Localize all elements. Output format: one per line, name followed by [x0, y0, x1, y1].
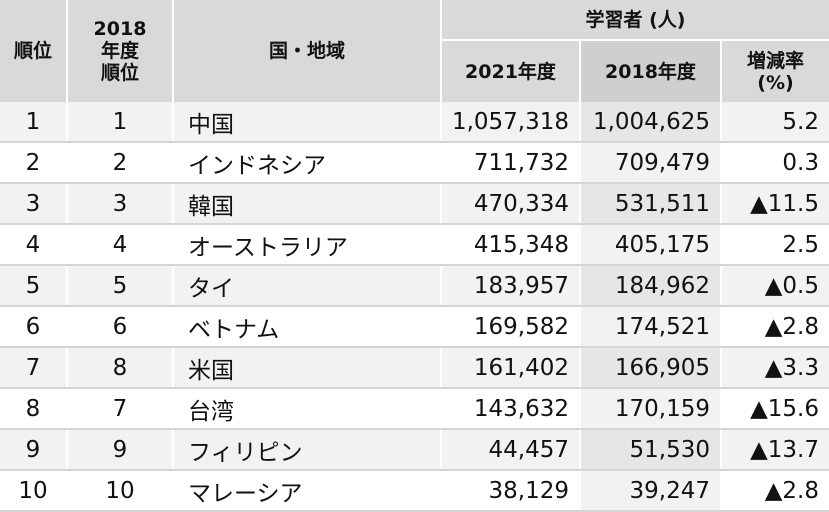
cell-learners-2021: 470,334	[440, 183, 580, 225]
table-row: 5 5 タイ 183,957 184,962 ▲0.5	[0, 265, 829, 307]
cell-learners-2021: 38,129	[440, 470, 580, 512]
cell-rank-2018: 10	[66, 470, 173, 512]
cell-rank: 10	[0, 470, 67, 512]
header-rank-2018: 2018 年度 順位	[66, 0, 173, 102]
cell-learners-2021: 415,348	[440, 224, 580, 266]
table-row: 10 10 マレーシア 38,129 39,247 ▲2.8	[0, 470, 829, 512]
cell-country: タイ	[172, 265, 441, 307]
cell-rank-2018: 2	[66, 142, 173, 184]
cell-learners-2021: 183,957	[440, 265, 580, 307]
cell-learners-2018: 51,530	[579, 429, 721, 471]
cell-rank-2018: 7	[66, 388, 173, 430]
cell-rank: 7	[0, 347, 67, 389]
cell-learners-2021: 44,457	[440, 429, 580, 471]
cell-rank-2018: 8	[66, 347, 173, 389]
cell-country: 米国	[172, 347, 441, 389]
cell-rank: 8	[0, 388, 67, 430]
cell-learners-2021: 161,402	[440, 347, 580, 389]
cell-learners-2021: 1,057,318	[440, 102, 580, 143]
header-rank-2018-line1: 2018	[93, 18, 147, 40]
header-year-2018: 2018年度	[579, 40, 721, 102]
cell-learners-2018: 170,159	[579, 388, 721, 430]
table-row: 2 2 インドネシア 711,732 709,479 0.3	[0, 142, 829, 184]
table-row: 4 4 オーストラリア 415,348 405,175 2.5	[0, 224, 829, 266]
header-change: 増減率 (%)	[720, 40, 829, 102]
cell-learners-2018: 174,521	[579, 306, 721, 348]
cell-rank: 1	[0, 102, 67, 143]
cell-learners-2018: 531,511	[579, 183, 721, 225]
header-country: 国・地域	[172, 0, 441, 102]
cell-learners-2018: 405,175	[579, 224, 721, 266]
cell-country: 台湾	[172, 388, 441, 430]
table-header: 順位 2018 年度 順位 国・地域 学習者 (人) 2021年度 2018年度…	[0, 0, 829, 102]
cell-rank-2018: 5	[66, 265, 173, 307]
cell-country: 中国	[172, 102, 441, 143]
cell-change-rate: ▲2.8	[720, 306, 829, 348]
cell-rank-2018: 1	[66, 102, 173, 143]
cell-rank: 6	[0, 306, 67, 348]
cell-country: 韓国	[172, 183, 441, 225]
table-row: 6 6 ベトナム 169,582 174,521 ▲2.8	[0, 306, 829, 348]
header-rank: 順位	[0, 0, 67, 102]
table-row: 1 1 中国 1,057,318 1,004,625 5.2	[0, 102, 829, 143]
cell-learners-2021: 169,582	[440, 306, 580, 348]
table-row: 9 9 フィリピン 44,457 51,530 ▲13.7	[0, 429, 829, 471]
cell-rank: 3	[0, 183, 67, 225]
header-rank-2018-line3: 順位	[100, 62, 139, 84]
cell-change-rate: 5.2	[720, 102, 829, 143]
cell-learners-2021: 143,632	[440, 388, 580, 430]
cell-rank-2018: 6	[66, 306, 173, 348]
cell-learners-2021: 711,732	[440, 142, 580, 184]
cell-change-rate: ▲0.5	[720, 265, 829, 307]
table-row: 3 3 韓国 470,334 531,511 ▲11.5	[0, 183, 829, 225]
header-learners: 学習者 (人)	[440, 0, 829, 41]
cell-change-rate: 2.5	[720, 224, 829, 266]
cell-country: オーストラリア	[172, 224, 441, 266]
header-year-2021: 2021年度	[440, 40, 580, 102]
cell-country: インドネシア	[172, 142, 441, 184]
cell-rank: 2	[0, 142, 67, 184]
table-row: 7 8 米国 161,402 166,905 ▲3.3	[0, 347, 829, 389]
cell-country: マレーシア	[172, 470, 441, 512]
cell-learners-2018: 166,905	[579, 347, 721, 389]
cell-rank-2018: 9	[66, 429, 173, 471]
cell-learners-2018: 39,247	[579, 470, 721, 512]
cell-change-rate: ▲2.8	[720, 470, 829, 512]
cell-rank-2018: 3	[66, 183, 173, 225]
cell-change-rate: ▲13.7	[720, 429, 829, 471]
cell-change-rate: ▲3.3	[720, 347, 829, 389]
cell-change-rate: 0.3	[720, 142, 829, 184]
cell-rank: 4	[0, 224, 67, 266]
cell-country: ベトナム	[172, 306, 441, 348]
header-rank-2018-line2: 年度	[100, 40, 139, 62]
cell-change-rate: ▲11.5	[720, 183, 829, 225]
table-body: 1 1 中国 1,057,318 1,004,625 5.2 2 2 インドネシア 711,732…	[0, 102, 829, 512]
cell-learners-2018: 1,004,625	[579, 102, 721, 143]
header-change-line1: 増減率	[746, 49, 804, 72]
cell-change-rate: ▲15.6	[720, 388, 829, 430]
cell-learners-2018: 184,962	[579, 265, 721, 307]
cell-country: フィリピン	[172, 429, 441, 471]
cell-rank: 9	[0, 429, 67, 471]
cell-rank-2018: 4	[66, 224, 173, 266]
cell-rank: 5	[0, 265, 67, 307]
cell-learners-2018: 709,479	[579, 142, 721, 184]
header-change-line2: (%)	[757, 71, 794, 94]
table-row: 8 7 台湾 143,632 170,159 ▲15.6	[0, 388, 829, 430]
